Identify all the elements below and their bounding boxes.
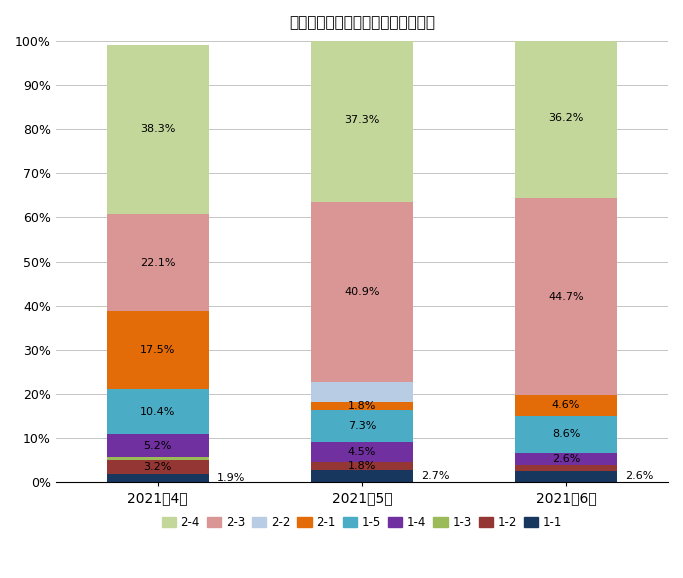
Text: 1.8%: 1.8% <box>348 401 376 412</box>
Text: 3.2%: 3.2% <box>143 462 172 472</box>
Text: 1.9%: 1.9% <box>217 473 245 483</box>
Bar <box>515 454 617 465</box>
Bar <box>515 38 617 198</box>
Bar <box>311 202 413 383</box>
Bar <box>515 198 617 395</box>
Legend: 2-4, 2-3, 2-2, 2-1, 1-5, 1-4, 1-3, 1-2, 1-1: 2-4, 2-3, 2-2, 2-1, 1-5, 1-4, 1-3, 1-2, … <box>157 511 567 533</box>
Text: 36.2%: 36.2% <box>548 113 584 123</box>
Bar <box>311 462 413 470</box>
Text: 22.1%: 22.1% <box>140 258 176 268</box>
Text: 37.3%: 37.3% <box>344 114 380 125</box>
Bar <box>311 383 413 402</box>
Text: 1.8%: 1.8% <box>348 461 376 471</box>
Bar <box>107 435 209 457</box>
Bar <box>311 38 413 202</box>
Text: 10.4%: 10.4% <box>140 406 176 417</box>
Bar <box>515 470 617 482</box>
Bar <box>311 402 413 410</box>
Text: 4.5%: 4.5% <box>348 447 376 457</box>
Text: 4.6%: 4.6% <box>552 401 580 410</box>
Bar <box>311 470 413 482</box>
Text: 2.7%: 2.7% <box>421 471 449 481</box>
Bar <box>107 457 209 460</box>
Text: 5.2%: 5.2% <box>143 441 172 451</box>
Bar <box>515 465 617 470</box>
Bar <box>311 442 413 462</box>
Bar <box>515 416 617 454</box>
Text: 2.6%: 2.6% <box>552 454 580 464</box>
Bar <box>107 388 209 435</box>
Bar <box>311 410 413 442</box>
Text: 44.7%: 44.7% <box>548 291 584 302</box>
Bar <box>515 395 617 416</box>
Text: 17.5%: 17.5% <box>140 345 176 355</box>
Text: 8.6%: 8.6% <box>552 429 580 439</box>
Text: 38.3%: 38.3% <box>140 124 176 134</box>
Bar <box>107 214 209 312</box>
Text: 40.9%: 40.9% <box>344 287 380 297</box>
Text: 7.3%: 7.3% <box>348 421 376 431</box>
Text: 2.6%: 2.6% <box>625 472 654 481</box>
Title: 問題行動の内容別内訳（月次推移）: 問題行動の内容別内訳（月次推移） <box>289 15 435 30</box>
Bar <box>107 460 209 474</box>
Bar <box>107 45 209 214</box>
Bar <box>107 312 209 388</box>
Bar <box>107 474 209 482</box>
